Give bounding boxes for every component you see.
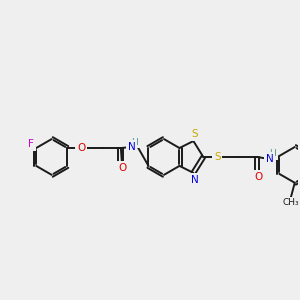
Text: O: O bbox=[255, 172, 263, 182]
Text: CH₃: CH₃ bbox=[283, 198, 299, 207]
Text: N: N bbox=[190, 175, 198, 185]
Text: H: H bbox=[131, 137, 138, 146]
Text: O: O bbox=[77, 143, 85, 153]
Text: O: O bbox=[119, 163, 127, 173]
Text: N: N bbox=[266, 154, 274, 164]
Text: H: H bbox=[269, 149, 276, 158]
Text: F: F bbox=[28, 139, 34, 149]
Text: S: S bbox=[214, 152, 220, 162]
Text: S: S bbox=[191, 129, 198, 139]
Text: N: N bbox=[128, 142, 136, 152]
